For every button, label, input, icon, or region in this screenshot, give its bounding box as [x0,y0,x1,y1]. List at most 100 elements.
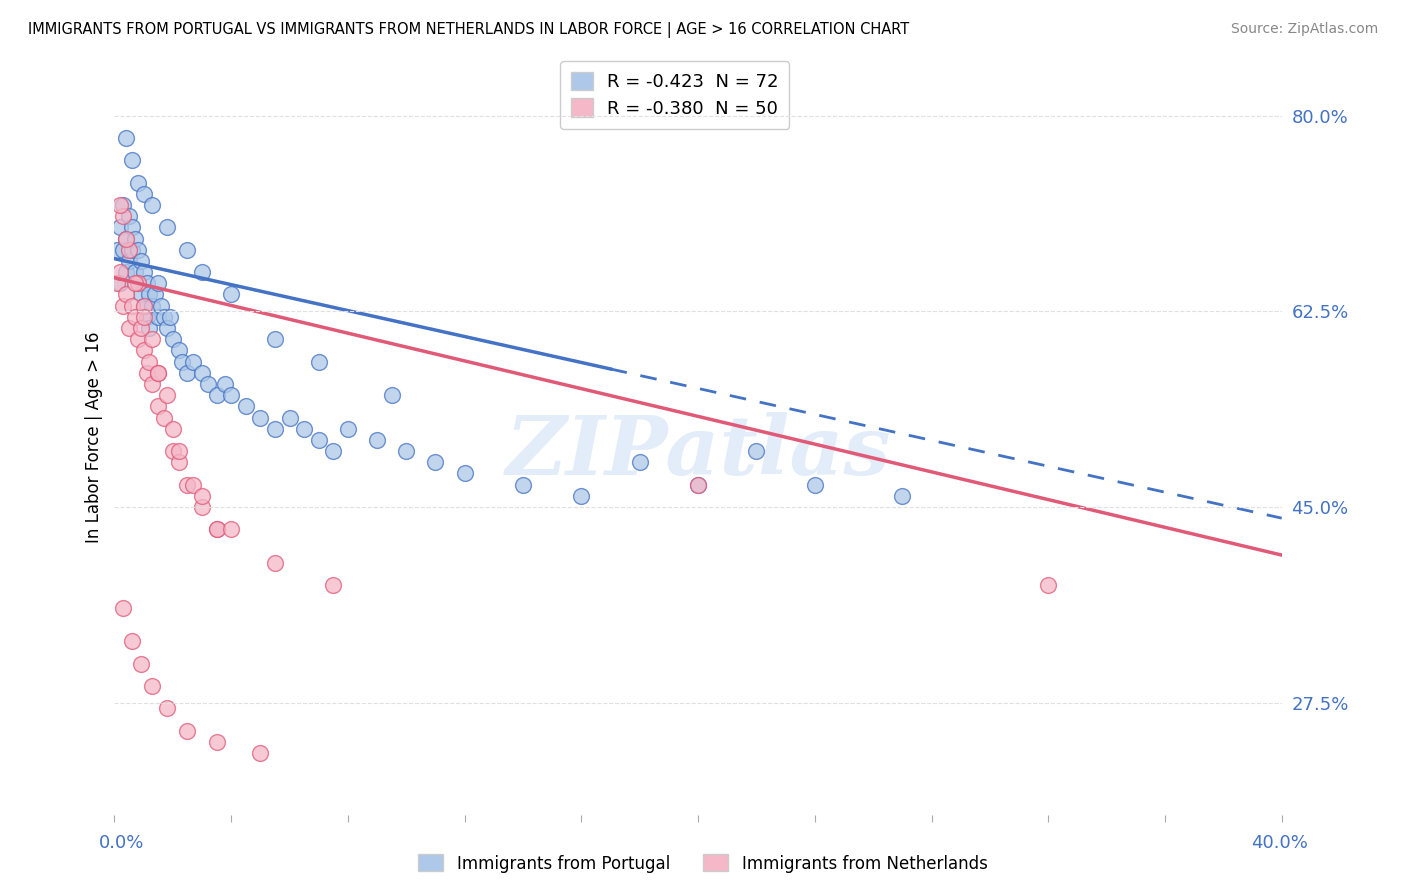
Point [219,287,242,301]
Point [512,477,534,491]
Point [124,231,146,245]
Point [110,265,132,279]
Point [264,422,287,436]
Point [124,310,146,324]
Point [127,277,149,291]
Point [132,343,155,358]
Point [628,455,651,469]
Point [141,299,163,313]
Point [115,131,138,145]
Point [121,299,143,313]
Point [197,376,219,391]
Point [745,444,768,458]
Point [141,376,163,391]
Text: IMMIGRANTS FROM PORTUGAL VS IMMIGRANTS FROM NETHERLANDS IN LABOR FORCE | AGE > 1: IMMIGRANTS FROM PORTUGAL VS IMMIGRANTS F… [28,22,910,38]
Point [112,243,135,257]
Point [249,410,271,425]
Point [308,354,330,368]
Point [110,220,132,235]
Point [569,489,592,503]
Point [129,254,152,268]
Point [176,366,198,380]
Point [205,388,228,402]
Point [129,287,152,301]
Point [127,176,149,190]
Point [156,321,179,335]
Point [156,388,179,402]
Point [129,321,152,335]
Point [191,265,214,279]
Point [804,477,827,491]
Point [127,277,149,291]
Point [162,422,184,436]
Point [105,243,128,257]
Point [135,366,157,380]
Point [219,388,242,402]
Point [121,220,143,235]
Point [127,243,149,257]
Point [138,287,160,301]
Text: 40.0%: 40.0% [1251,834,1308,852]
Point [148,400,170,414]
Point [322,444,344,458]
Point [205,522,228,536]
Point [112,299,135,313]
Point [366,433,388,447]
Point [167,444,190,458]
Point [110,277,132,291]
Point [214,376,236,391]
Point [219,522,242,536]
Point [132,186,155,201]
Legend: R = -0.423  N = 72, R = -0.380  N = 50: R = -0.423 N = 72, R = -0.380 N = 50 [560,61,789,128]
Point [205,522,228,536]
Point [110,198,132,212]
Point [176,477,198,491]
Point [264,556,287,570]
Text: 0.0%: 0.0% [98,834,143,852]
Point [132,265,155,279]
Point [176,243,198,257]
Point [141,679,163,693]
Point [121,153,143,168]
Point [124,265,146,279]
Point [381,388,404,402]
Point [115,265,138,279]
Point [159,310,181,324]
Point [135,277,157,291]
Point [121,634,143,648]
Point [148,310,170,324]
Point [132,310,155,324]
Point [292,422,315,436]
Point [115,231,138,245]
Point [132,299,155,313]
Point [153,310,176,324]
Point [112,600,135,615]
Point [150,299,173,313]
Point [336,422,359,436]
Point [170,354,193,368]
Point [278,410,301,425]
Point [264,332,287,346]
Point [148,366,170,380]
Point [135,310,157,324]
Point [322,578,344,592]
Point [112,198,135,212]
Point [308,433,330,447]
Point [191,500,214,514]
Y-axis label: In Labor Force | Age > 16: In Labor Force | Age > 16 [86,331,103,543]
Point [156,701,179,715]
Point [153,410,176,425]
Point [115,231,138,245]
Point [105,277,128,291]
Point [686,477,709,491]
Text: Source: ZipAtlas.com: Source: ZipAtlas.com [1230,22,1378,37]
Point [118,321,141,335]
Point [453,467,475,481]
Point [249,746,271,760]
Point [167,343,190,358]
Point [118,254,141,268]
Point [148,366,170,380]
Point [121,243,143,257]
Point [205,735,228,749]
Point [112,209,135,223]
